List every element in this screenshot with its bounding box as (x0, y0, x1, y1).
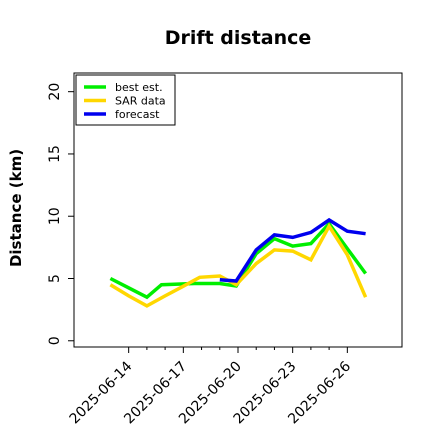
legend-label: best est. (115, 81, 163, 94)
x-axis-ticks: 2025-06-142025-06-172025-06-202025-06-23… (67, 347, 354, 427)
y-tick-label: 0 (47, 336, 63, 345)
y-tick-label: 5 (47, 274, 63, 283)
series-line-sar-data (109, 222, 368, 308)
y-tick-label: 10 (47, 207, 63, 225)
legend-label: SAR data (115, 95, 166, 108)
series-line-forecast (219, 217, 366, 283)
series-line-best-est (109, 220, 368, 300)
chart-title: Drift distance (165, 27, 312, 49)
y-tick-label: 20 (47, 83, 63, 101)
y-axis-ticks: 0 5 10 15 20 (47, 83, 74, 345)
y-tick-label: 15 (47, 145, 63, 163)
legend-label: forecast (115, 108, 160, 121)
y-axis-label: Distance (km) (7, 149, 25, 267)
series-lines (109, 217, 368, 308)
